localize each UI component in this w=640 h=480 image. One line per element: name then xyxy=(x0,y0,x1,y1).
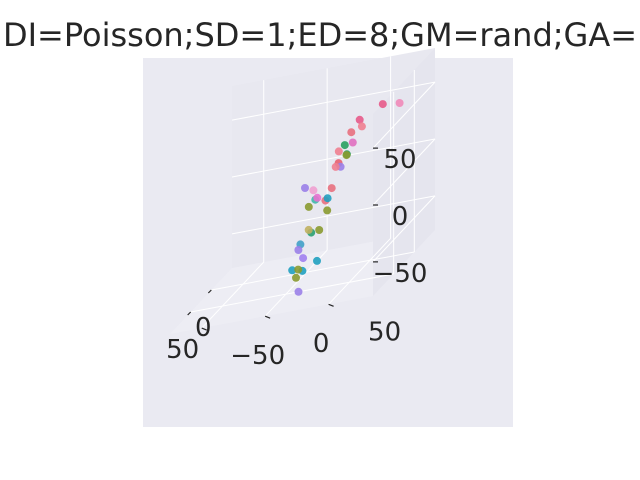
grid-line-z-right xyxy=(372,81,436,149)
data-point xyxy=(315,226,324,234)
y-tick-mark xyxy=(264,315,271,319)
data-point xyxy=(299,254,308,263)
z-tick-label: −50 xyxy=(373,259,428,289)
grid-line-x-floor xyxy=(190,273,394,313)
data-point xyxy=(378,100,387,109)
grid-line-z-right xyxy=(372,138,436,206)
data-point xyxy=(342,151,351,160)
y-tick-label: −50 xyxy=(230,341,285,371)
chart-title: DI=Poisson;SD=1;ED=8;GM=rand;GA= xyxy=(2,16,638,54)
data-point xyxy=(288,266,297,275)
data-point xyxy=(334,147,343,156)
z-tick-label: 0 xyxy=(392,202,409,232)
data-point xyxy=(304,225,313,234)
data-point xyxy=(294,287,303,296)
x-tick-mark xyxy=(207,289,212,294)
grid-line-z-left xyxy=(231,81,436,121)
data-point xyxy=(395,99,404,107)
data-point xyxy=(294,246,303,254)
grid-line-z-right xyxy=(372,195,436,263)
grid-line-y-floor xyxy=(201,261,265,329)
grid-line-x-floor xyxy=(211,251,415,291)
data-point xyxy=(340,141,349,150)
data-point xyxy=(323,206,332,215)
data-point xyxy=(309,186,318,195)
x-tick-mark xyxy=(187,311,192,316)
data-point xyxy=(313,256,321,265)
grid-line-z-left xyxy=(231,195,436,235)
data-point xyxy=(331,162,340,171)
y-tick-label: 0 xyxy=(313,329,330,359)
data-point xyxy=(292,273,300,282)
data-point xyxy=(327,184,336,193)
data-point xyxy=(313,193,322,202)
y-tick-mark xyxy=(201,327,207,331)
grid-line-z-left xyxy=(231,138,436,178)
data-point xyxy=(294,265,303,274)
y-tick-label: 50 xyxy=(368,317,401,347)
data-point xyxy=(301,184,309,192)
x-tick-label: 50 xyxy=(166,335,199,365)
data-point xyxy=(357,122,366,131)
data-point xyxy=(323,194,332,203)
x-tick-label: 0 xyxy=(195,313,212,343)
scatter-points xyxy=(288,99,404,296)
data-point xyxy=(355,115,364,124)
z-tick-label: 50 xyxy=(383,145,416,175)
data-point xyxy=(304,202,313,211)
floor-pane xyxy=(170,230,435,334)
grid-line-y-floor xyxy=(328,237,391,305)
data-point xyxy=(348,138,357,147)
y-tick-mark xyxy=(328,303,334,307)
data-point xyxy=(347,128,356,137)
